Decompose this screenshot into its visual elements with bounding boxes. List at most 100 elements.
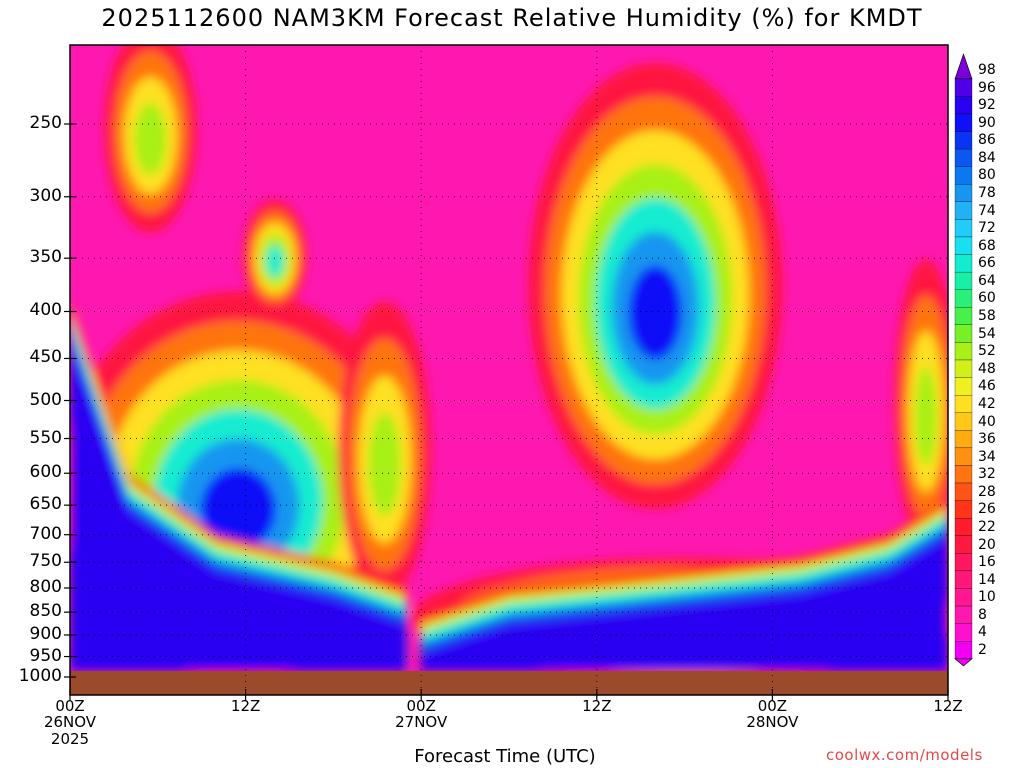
colorbar-label: 98 <box>978 62 996 78</box>
x-axis-title: Forecast Time (UTC) <box>414 746 596 767</box>
colorbar-label: 86 <box>978 132 996 149</box>
colorbar-label: 84 <box>978 149 996 166</box>
colorbar-label: 74 <box>978 202 996 219</box>
x-tick-time-label: 00Z <box>757 697 788 715</box>
colorbar-swatch <box>954 500 973 519</box>
colorbar-swatch <box>954 148 973 167</box>
y-tick-label: 250 <box>29 113 62 133</box>
colorbar-label: 14 <box>978 571 996 588</box>
colorbar-swatch <box>954 430 973 449</box>
colorbar-label: 48 <box>978 360 996 377</box>
y-tick-label: 450 <box>29 347 62 368</box>
y-tick-label: 700 <box>29 523 62 544</box>
y-tick-label: 350 <box>29 247 62 268</box>
colorbar-swatch <box>954 535 973 554</box>
colorbar-swatch <box>954 184 973 202</box>
rh-contour-52 <box>914 366 938 466</box>
rh-contour-66 <box>265 245 284 278</box>
colorbar-swatch <box>954 641 973 659</box>
colorbar-label: 68 <box>978 237 996 254</box>
x-tick-time-label: 12Z <box>230 697 261 715</box>
colorbar-label: 52 <box>978 343 996 360</box>
colorbar-top-arrow <box>954 53 973 80</box>
y-tick-label: 600 <box>29 462 62 483</box>
colorbar-swatch <box>954 588 973 607</box>
colorbar-swatch <box>954 236 973 255</box>
colorbar-swatch <box>954 412 973 431</box>
colorbar-swatch <box>954 289 973 308</box>
colorbar-label: 22 <box>978 518 996 535</box>
colorbar-label: 26 <box>978 501 996 518</box>
colorbar-swatch <box>954 254 973 273</box>
colorbar-label: 32 <box>978 466 996 483</box>
colorbar-label: 10 <box>978 589 996 606</box>
colorbar-label: 66 <box>978 255 996 272</box>
colorbar-swatch <box>954 570 973 589</box>
x-tick-time-label: 12Z <box>582 697 612 715</box>
colorbar-swatch <box>954 377 973 396</box>
x-tick-date-label: 26NOV <box>43 713 97 731</box>
colorbar-swatch <box>954 201 973 220</box>
y-tick-label: 800 <box>29 576 62 597</box>
y-tick-label: 300 <box>29 185 62 206</box>
rh-contour-90 <box>200 468 276 551</box>
colorbar-swatch <box>954 113 973 132</box>
colorbar-label: 96 <box>978 79 996 96</box>
colorbar-swatch <box>954 623 973 642</box>
colorbar-label: 40 <box>978 413 996 430</box>
y-tick-label: 650 <box>29 494 62 515</box>
x-tick-year-label: 2025 <box>50 730 90 748</box>
colorbar-label: 8 <box>978 606 987 623</box>
colorbar-swatch <box>954 518 973 536</box>
y-tick-label: 950 <box>29 645 62 666</box>
y-tick-label: 850 <box>29 601 62 622</box>
rh-contour-52 <box>134 102 167 175</box>
colorbar-label: 46 <box>978 378 996 395</box>
x-tick-time-label: 12Z <box>933 697 963 715</box>
colorbar-swatch <box>954 553 973 572</box>
colorbar-bottom-arrow <box>954 658 973 667</box>
colorbar-label: 92 <box>978 97 996 114</box>
x-tick-time-label: 00Z <box>55 697 85 715</box>
gridlines <box>70 45 948 695</box>
axis-ticks <box>64 123 949 701</box>
plot-frame <box>69 44 949 696</box>
colorbar-label: 4 <box>978 624 987 641</box>
colorbar-swatch <box>954 78 973 97</box>
colorbar-swatch <box>954 359 973 378</box>
colorbar-label: 60 <box>978 290 996 307</box>
low-level-layer-1-rh-92 <box>421 534 948 671</box>
colorbar-label: 16 <box>978 554 996 571</box>
colorbar-swatch <box>954 342 973 361</box>
colorbar-label: 72 <box>978 220 996 237</box>
colorbar-label: 20 <box>978 536 996 553</box>
colorbar-label: 36 <box>978 431 996 448</box>
colorbar-label: 42 <box>978 395 996 412</box>
x-tick-date-label: 28NOV <box>746 713 799 731</box>
rh-contour-52 <box>368 412 401 516</box>
colorbar-swatch <box>954 324 973 343</box>
y-tick-label: 900 <box>29 623 62 644</box>
colorbar-swatch <box>954 307 973 325</box>
colorbar <box>954 53 973 667</box>
colorbar-swatch <box>954 219 973 238</box>
colorbar-swatch <box>954 605 973 624</box>
colorbar-label: 80 <box>978 167 996 184</box>
rh-contour-90 <box>628 265 683 360</box>
colorbar-label: 78 <box>978 185 996 202</box>
colorbar-label: 90 <box>978 114 996 131</box>
colorbar-label: 34 <box>978 448 996 465</box>
x-tick-time-label: 00Z <box>406 697 436 715</box>
y-tick-label: 1000 <box>18 666 62 686</box>
y-tick-label: 750 <box>29 551 62 572</box>
heatmap-field <box>70 45 948 675</box>
y-tick-label: 400 <box>29 300 62 321</box>
x-tick-date-label: 27NOV <box>395 713 448 731</box>
y-tick-label: 550 <box>29 427 62 448</box>
colorbar-swatch <box>954 482 973 501</box>
colorbar-swatch <box>954 465 973 484</box>
colorbar-swatch <box>954 395 973 413</box>
colorbar-swatch <box>954 96 973 115</box>
ground-surface <box>70 670 948 695</box>
